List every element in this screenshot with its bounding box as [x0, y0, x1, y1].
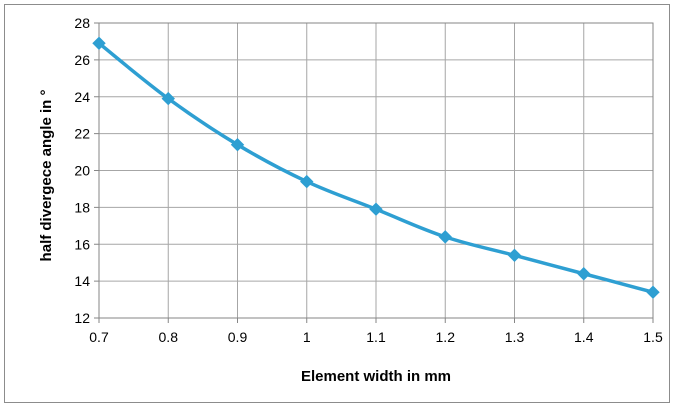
grid-lines: [98, 22, 654, 319]
x-tick-label: 0.8: [159, 329, 179, 345]
data-point-marker: [646, 285, 660, 299]
x-tick-label: 1.4: [574, 329, 594, 345]
data-point-marker: [300, 174, 314, 189]
chart-frame: [4, 4, 670, 403]
x-tick-label: 1.5: [643, 329, 663, 345]
y-axis-title: half divergece angle in °: [38, 90, 55, 262]
x-tick-label: 1.1: [366, 329, 386, 345]
y-tick-label: 28: [74, 15, 90, 31]
data-point-marker: [161, 91, 175, 106]
data-point-marker: [507, 248, 522, 263]
y-tick-label: 22: [74, 126, 90, 142]
y-tick-label: 18: [74, 199, 90, 215]
y-tick-label: 20: [74, 163, 90, 179]
x-tick-label: 0.7: [89, 329, 109, 345]
data-point-marker: [369, 202, 383, 216]
y-tick-label: 24: [74, 89, 90, 105]
y-tick-label: 16: [74, 236, 90, 252]
y-tick-label: 14: [74, 273, 90, 289]
y-axis-tick-labels: 12 14 16 18 20 22 24 26 28: [74, 15, 90, 326]
plot-area-border: [94, 22, 654, 323]
plot-border: [98, 22, 654, 319]
y-tick-label: 26: [74, 52, 90, 68]
x-tick-label: 1.2: [436, 329, 456, 345]
x-tick-label: 0.9: [228, 329, 248, 345]
x-tick-label: 1.3: [505, 329, 525, 345]
data-point-marker: [577, 267, 591, 281]
x-tick-label: 1: [303, 329, 311, 345]
data-point-marker: [230, 137, 245, 152]
x-axis-title: Element width in mm: [301, 368, 451, 385]
y-tick-label: 12: [74, 310, 90, 326]
data-point-marker: [438, 230, 452, 244]
data-series: [92, 36, 660, 299]
data-point-marker: [92, 36, 106, 50]
x-axis-tick-labels: 0.7 0.8 0.9 1 1.1 1.2 1.3 1.4 1.5: [89, 329, 663, 345]
